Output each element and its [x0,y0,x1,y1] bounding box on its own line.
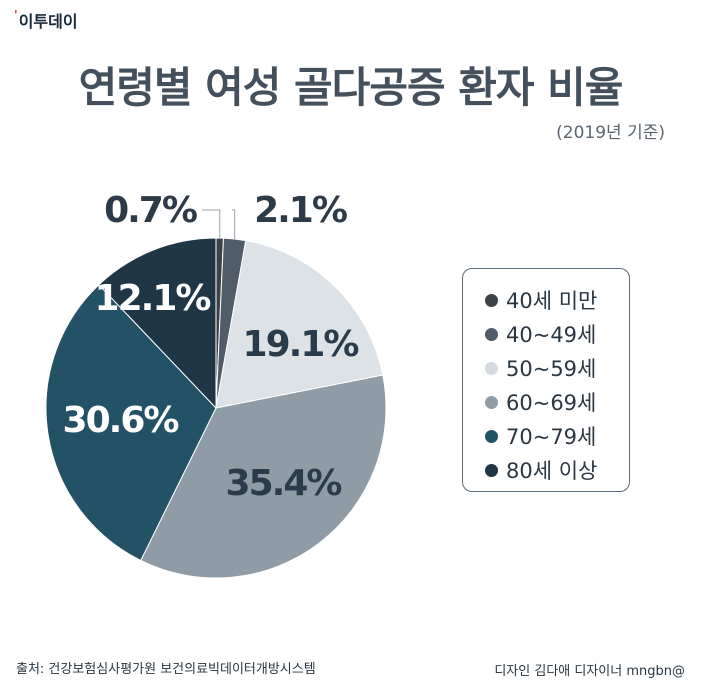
pie-slice-3 [140,374,387,579]
pie-label-3: 35.4% [226,463,342,504]
legend-item-3: 60~69세 [485,385,629,419]
pie-slice-4 [45,284,217,562]
legend-label: 50~59세 [506,357,597,381]
legend-label: 60~69세 [506,391,597,415]
legend-label: 80세 이상 [506,459,598,483]
pie-label-0: 0.7% [104,190,197,231]
legend-item-4: 70~79세 [485,419,629,453]
legend-swatch-icon [485,463,498,477]
legend-swatch-icon [485,327,498,341]
chart-title: 연령별 여성 골다공증 환자 비율 [78,63,624,112]
chart-subtitle: (2019년 기준) [556,123,665,143]
leader-lines [202,209,236,240]
chart-legend: 40세 미만 40~49세 50~59세 60~69세 70~79세 80세 이상 [462,268,630,492]
logo-mark-icon: ' [14,8,18,22]
legend-swatch-icon [485,395,498,409]
legend-label: 40세 미만 [506,289,598,313]
pie-slice-2 [215,240,384,409]
legend-item-5: 80세 이상 [485,453,629,487]
brand-logo: '이투데이 [14,8,78,32]
pie-slice-5 [98,237,217,410]
pie-label-4: 30.6% [63,400,179,441]
pie-label-2: 19.1% [243,324,359,365]
legend-item-0: 40세 미만 [485,283,629,317]
legend-swatch-icon [485,361,498,375]
logo-text: 이투데이 [18,12,78,31]
pie-label-5: 12.1% [95,278,211,319]
source-note: 출처: 건강보험심사평가원 보건의료빅데이터개방시스템 [16,662,316,677]
legend-item-1: 40~49세 [485,317,629,351]
legend-item-2: 50~59세 [485,351,629,385]
pie-slices [45,237,387,579]
leader-line-1 [232,209,236,240]
design-credit: 디자인 김다애 디자이너 mngbn@ [494,664,685,679]
legend-swatch-icon [485,293,498,307]
legend-label: 40~49세 [506,323,597,347]
legend-label: 70~79세 [506,425,597,449]
leader-line-0 [202,209,221,239]
pie-labels: 0.7% 2.1% 19.1% 35.4% 30.6% 12.1% [63,190,361,504]
pie-label-1: 2.1% [254,190,347,231]
legend-swatch-icon [485,429,498,443]
